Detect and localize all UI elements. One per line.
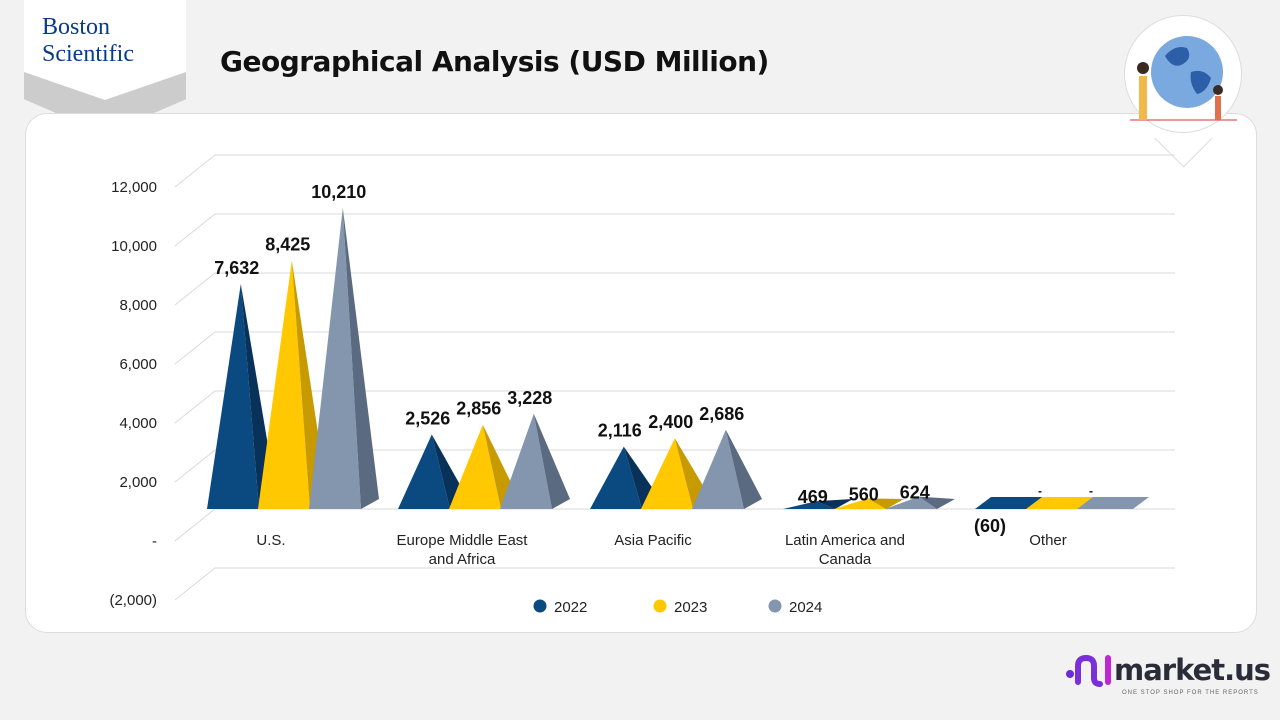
y-tick-label: 2,000 (119, 474, 157, 491)
pyramid-front-2022 (398, 434, 450, 509)
pyramid-front-2023 (258, 260, 310, 509)
pyramid-front-2024 (500, 413, 552, 509)
pyramid-front-2022 (207, 283, 259, 509)
bar-2024 (1077, 497, 1149, 509)
data-label: - (1038, 484, 1042, 498)
pyramid-side-2024 (725, 429, 762, 509)
y-tick-label: 10,000 (111, 238, 157, 255)
gridline (174, 272, 1175, 306)
data-label: 2,400 (648, 412, 693, 432)
gridline (174, 154, 1175, 188)
x-tick-label: and Africa (429, 551, 496, 568)
data-label: 10,210 (311, 182, 366, 202)
legend-label: 2022 (554, 599, 587, 616)
market-us-logo: market.us ONE STOP SHOP FOR THE REPORTS (1064, 652, 1271, 696)
x-tick-label: Asia Pacific (614, 532, 692, 549)
page-title: Geographical Analysis (USD Million) (220, 45, 769, 78)
pyramid-side-2024 (533, 413, 570, 509)
globe-icon (1130, 36, 1237, 121)
data-label: 8,425 (265, 234, 310, 254)
data-label: 624 (900, 483, 930, 503)
pyramid-front-2023 (641, 438, 693, 509)
y-tick-label: - (152, 533, 157, 550)
pyramid-front-2024 (692, 429, 744, 509)
x-tick-label: Other (1029, 532, 1067, 549)
gridline (174, 213, 1175, 247)
globe-illustration (1124, 15, 1242, 133)
data-label: (60) (974, 516, 1006, 536)
pyramid-front-2024 (309, 207, 361, 509)
pyramid-front-2023 (834, 498, 886, 509)
logo-line-1: Boston (42, 14, 111, 40)
legend-marker-2024 (768, 599, 782, 613)
logo-line-2: Scientific (42, 41, 134, 67)
legend-marker-2022 (533, 599, 547, 613)
data-label: 469 (798, 487, 828, 507)
pyramid-side-2022 (816, 499, 853, 509)
x-tick-label: Latin America and (785, 532, 905, 549)
pyramid-front-2023 (449, 424, 501, 509)
data-label: 560 (849, 484, 879, 504)
x-tick-label: Canada (819, 551, 872, 568)
data-label: 7,632 (214, 258, 259, 278)
data-label: 2,856 (456, 399, 501, 419)
y-tick-label: (2,000) (109, 592, 157, 609)
y-tick-label: 8,000 (119, 297, 157, 314)
pyramid-front-2022 (783, 501, 835, 509)
gridline (174, 331, 1175, 365)
brand-name: market.us (1114, 653, 1271, 687)
x-tick-label: U.S. (256, 532, 285, 549)
pyramid-side-2024 (918, 496, 955, 509)
data-label: - (1089, 484, 1093, 498)
company-logo: Boston Scientific (42, 14, 134, 68)
legend-marker-2023 (653, 599, 667, 613)
bar-2023 (1026, 497, 1098, 509)
legend-label: 2023 (674, 599, 707, 616)
data-label: 2,686 (699, 404, 744, 424)
y-tick-label: 6,000 (119, 356, 157, 373)
pyramid-front-2022 (590, 446, 642, 509)
gridline (174, 567, 1175, 601)
data-label: 2,526 (405, 408, 450, 428)
market-us-icon (1066, 654, 1111, 687)
x-tick-label: Europe Middle East (397, 532, 529, 549)
legend-label: 2024 (789, 599, 822, 616)
y-tick-label: 4,000 (119, 415, 157, 432)
y-tick-label: 12,000 (111, 179, 157, 196)
pyramid-front-2024 (885, 496, 937, 509)
pyramid-side-2023 (867, 498, 904, 509)
data-label: 2,116 (598, 421, 642, 441)
pyramid-side-2024 (342, 207, 379, 509)
brand-tagline: ONE STOP SHOP FOR THE REPORTS (1122, 690, 1259, 696)
data-label: 3,228 (507, 388, 552, 408)
gridline (174, 390, 1175, 424)
gridline (174, 449, 1175, 483)
bar-2022 (975, 497, 1047, 509)
